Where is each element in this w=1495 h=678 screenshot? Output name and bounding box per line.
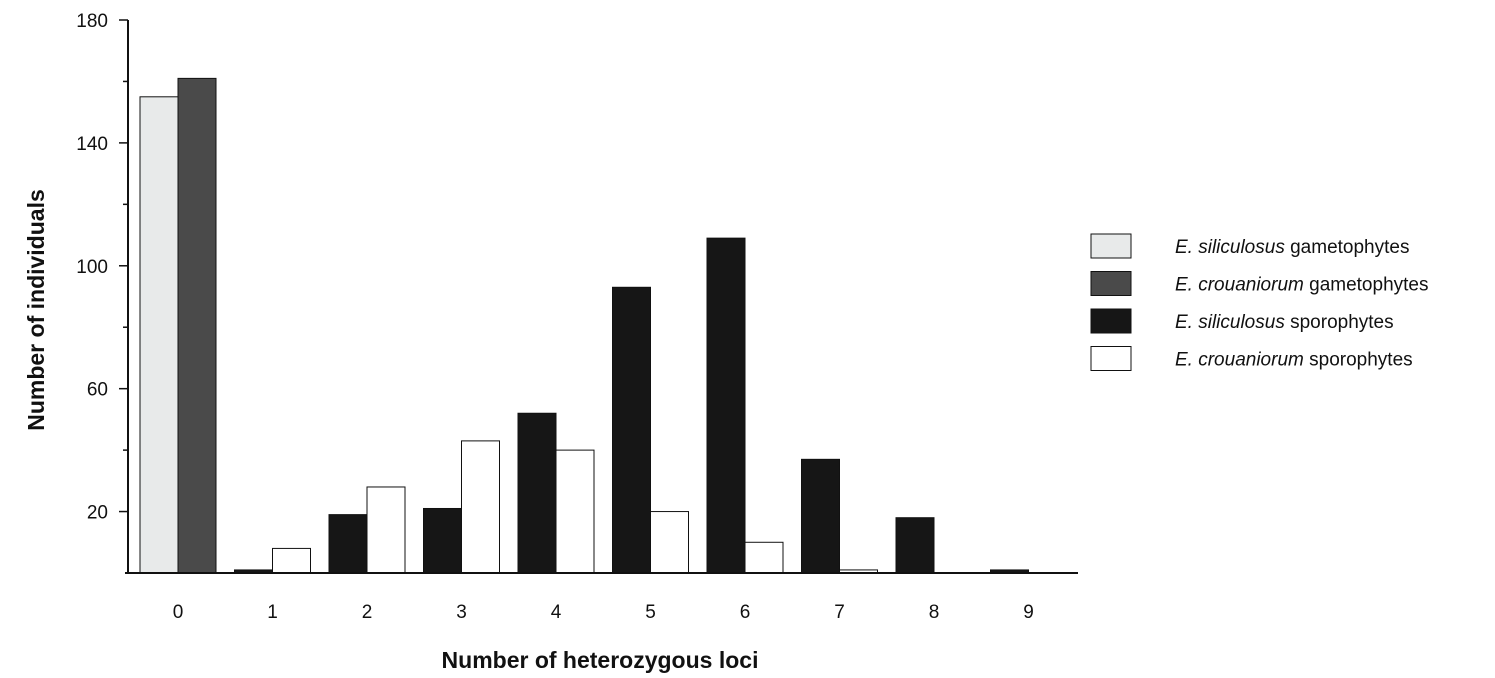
bar-series-3-cat-5 [612,286,651,574]
x-tick-label: 8 [929,602,940,623]
bar-series-4-cat-2 [366,486,406,574]
y-tick-label: 140 [76,134,108,155]
legend-swatch-3 [1090,308,1132,334]
y-tick-label: 180 [76,11,108,32]
y-tick-label: 20 [87,503,108,524]
axes-layer: 0 1 2 3 4 5 6 7 8 9 20 60 100 140 180 [76,11,1078,623]
x-tick-label: 3 [456,602,467,623]
bar-series-3-cat-8 [895,517,935,574]
legend-label-2: E. crouaniorum gametophytes [1175,275,1428,296]
bar-series-3-cat-3 [423,507,462,574]
x-tick-label: 0 [173,602,184,623]
legend-label-4: E. crouaniorum sporophytes [1175,350,1413,371]
x-tick-label: 2 [362,602,373,623]
bar-series-4-cat-4 [555,449,595,574]
y-axis-title: Number of individuals [23,189,49,431]
x-tick-label: 6 [740,602,751,623]
x-axis-title: Number of heterozygous loci [442,647,759,673]
legend-swatch-4 [1090,346,1132,371]
bar-series-4-cat-6 [744,541,784,574]
x-tick-label: 4 [551,602,562,623]
bar-series-4-cat-3 [461,440,500,574]
legend: E. siliculosus gametophytes E. crouanioru… [1090,233,1428,371]
bars-layer [139,77,1029,574]
bar-series-3-cat-6 [706,237,746,574]
bar-series-3-cat-2 [328,514,368,574]
bar-series-3-cat-7 [801,458,840,574]
bar-series-4-cat-5 [650,511,689,574]
x-tick-label: 9 [1023,602,1034,623]
legend-label-1: E. siliculosus gametophytes [1175,237,1409,258]
bar-series-4-cat-1 [272,547,311,574]
bar-series-1-cat-0 [139,96,179,574]
legend-swatch-2 [1090,271,1132,296]
y-tick-label: 100 [76,257,108,278]
x-tick-label: 7 [834,602,845,623]
bar-series-3-cat-4 [517,412,557,574]
x-tick-label: 5 [645,602,656,623]
y-tick-label: 60 [87,380,108,401]
x-tick-label: 1 [267,602,278,623]
bar-series-2-cat-0 [177,77,217,574]
legend-label-3: E. siliculosus sporophytes [1175,312,1394,333]
legend-swatch-1 [1090,233,1132,259]
